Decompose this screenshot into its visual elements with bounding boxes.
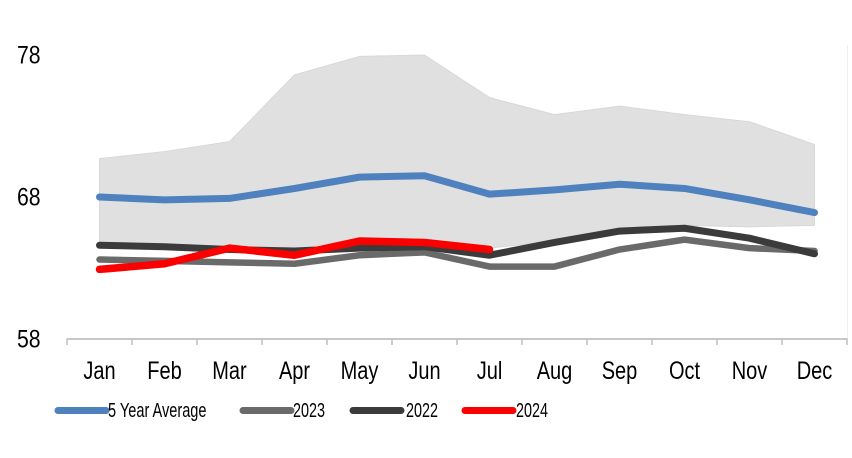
y-axis-label: 68 <box>17 184 41 212</box>
five-year-range-band <box>99 54 815 251</box>
x-axis-label: Oct <box>669 357 700 385</box>
x-axis-label: Apr <box>279 357 310 385</box>
x-axis-label: Sep <box>602 357 638 385</box>
legend-label: 2023 <box>293 400 325 422</box>
series-line-2024 <box>95 237 494 274</box>
legend-label: 2024 <box>516 400 548 422</box>
x-axis-label: Dec <box>797 357 833 385</box>
x-axis-label: Jul <box>477 357 503 385</box>
x-axis-label: Jan <box>83 357 115 385</box>
x-axis-label: May <box>341 357 379 385</box>
y-axis-label: 58 <box>17 326 41 354</box>
legend-label: 2022 <box>406 400 438 422</box>
x-axis-label: Feb <box>147 357 182 385</box>
x-axis-label: Jun <box>408 357 440 385</box>
x-axis-label: Aug <box>537 357 573 385</box>
x-axis-label: Nov <box>732 357 768 385</box>
y-axis-label: 78 <box>17 42 41 70</box>
series-line-5-year-average <box>96 172 818 217</box>
legend-label: 5 Year Average <box>108 400 207 422</box>
series-line-2023 <box>96 236 818 270</box>
x-axis-label: Mar <box>212 357 246 385</box>
